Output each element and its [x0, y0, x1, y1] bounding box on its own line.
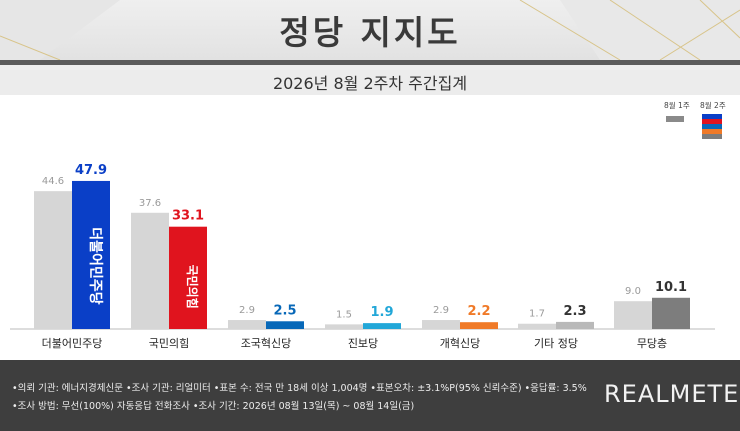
bar-curr-3 — [363, 323, 401, 329]
footer: •의뢰 기관: 에너지경제신문 •조사 기관: 리얼미터 •표본 수: 전국 만… — [0, 360, 740, 431]
realmeter-logo: REALMETER — [604, 380, 740, 408]
footer-line-2: •조사 방법: 무선(100%) 자동응답 전화조사 •조사 기간: 2026년… — [12, 398, 414, 412]
page-title: 정당 지지도 — [0, 6, 740, 54]
label-prev-6: 9.0 — [625, 286, 641, 297]
bar-prev-0 — [34, 191, 72, 329]
label-curr-4: 2.2 — [467, 304, 490, 319]
bar-prev-2 — [228, 320, 266, 329]
bar-curr-2 — [266, 321, 304, 329]
label-prev-0: 44.6 — [42, 176, 64, 187]
category-label-1: 국민의힘 — [149, 337, 189, 350]
label-prev-4: 2.9 — [433, 305, 449, 316]
category-label-5: 기타 정당 — [534, 337, 578, 350]
label-prev-1: 37.6 — [139, 198, 161, 209]
bar-prev-6 — [614, 301, 652, 329]
label-curr-6: 10.1 — [655, 280, 687, 295]
footer-line-1: •의뢰 기관: 에너지경제신문 •조사 기관: 리얼미터 •표본 수: 전국 만… — [12, 380, 587, 394]
bar-prev-1 — [131, 213, 169, 329]
label-curr-5: 2.3 — [563, 304, 586, 319]
bar-curr-5 — [556, 322, 594, 329]
bar-logo-1: 국민의힘 — [185, 265, 200, 309]
chart-subtitle: 2026년 8월 2주차 주간집계 — [0, 70, 740, 94]
bar-logo-0: 더불어민주당 — [87, 227, 104, 304]
title-banner: 정당 지지도 — [0, 0, 740, 60]
bar-prev-3 — [325, 324, 363, 329]
label-prev-5: 1.7 — [529, 309, 545, 320]
label-prev-3: 1.5 — [336, 309, 352, 320]
subtitle-bar: 2026년 8월 2주차 주간집계 — [0, 65, 740, 95]
category-label-2: 조국혁신당 — [241, 337, 292, 350]
category-label-3: 진보당 — [348, 337, 378, 350]
label-curr-0: 47.9 — [75, 163, 107, 178]
category-label-0: 더불어민주당 — [42, 337, 103, 350]
category-label-4: 개혁신당 — [440, 337, 480, 350]
bar-prev-5 — [518, 324, 556, 329]
label-curr-1: 33.1 — [172, 209, 204, 224]
label-curr-3: 1.9 — [370, 305, 393, 320]
bar-curr-4 — [460, 322, 498, 329]
bar-curr-6 — [652, 298, 690, 329]
bar-prev-4 — [422, 320, 460, 329]
label-prev-2: 2.9 — [239, 305, 255, 316]
label-curr-2: 2.5 — [273, 303, 296, 318]
category-label-6: 무당층 — [637, 337, 667, 350]
